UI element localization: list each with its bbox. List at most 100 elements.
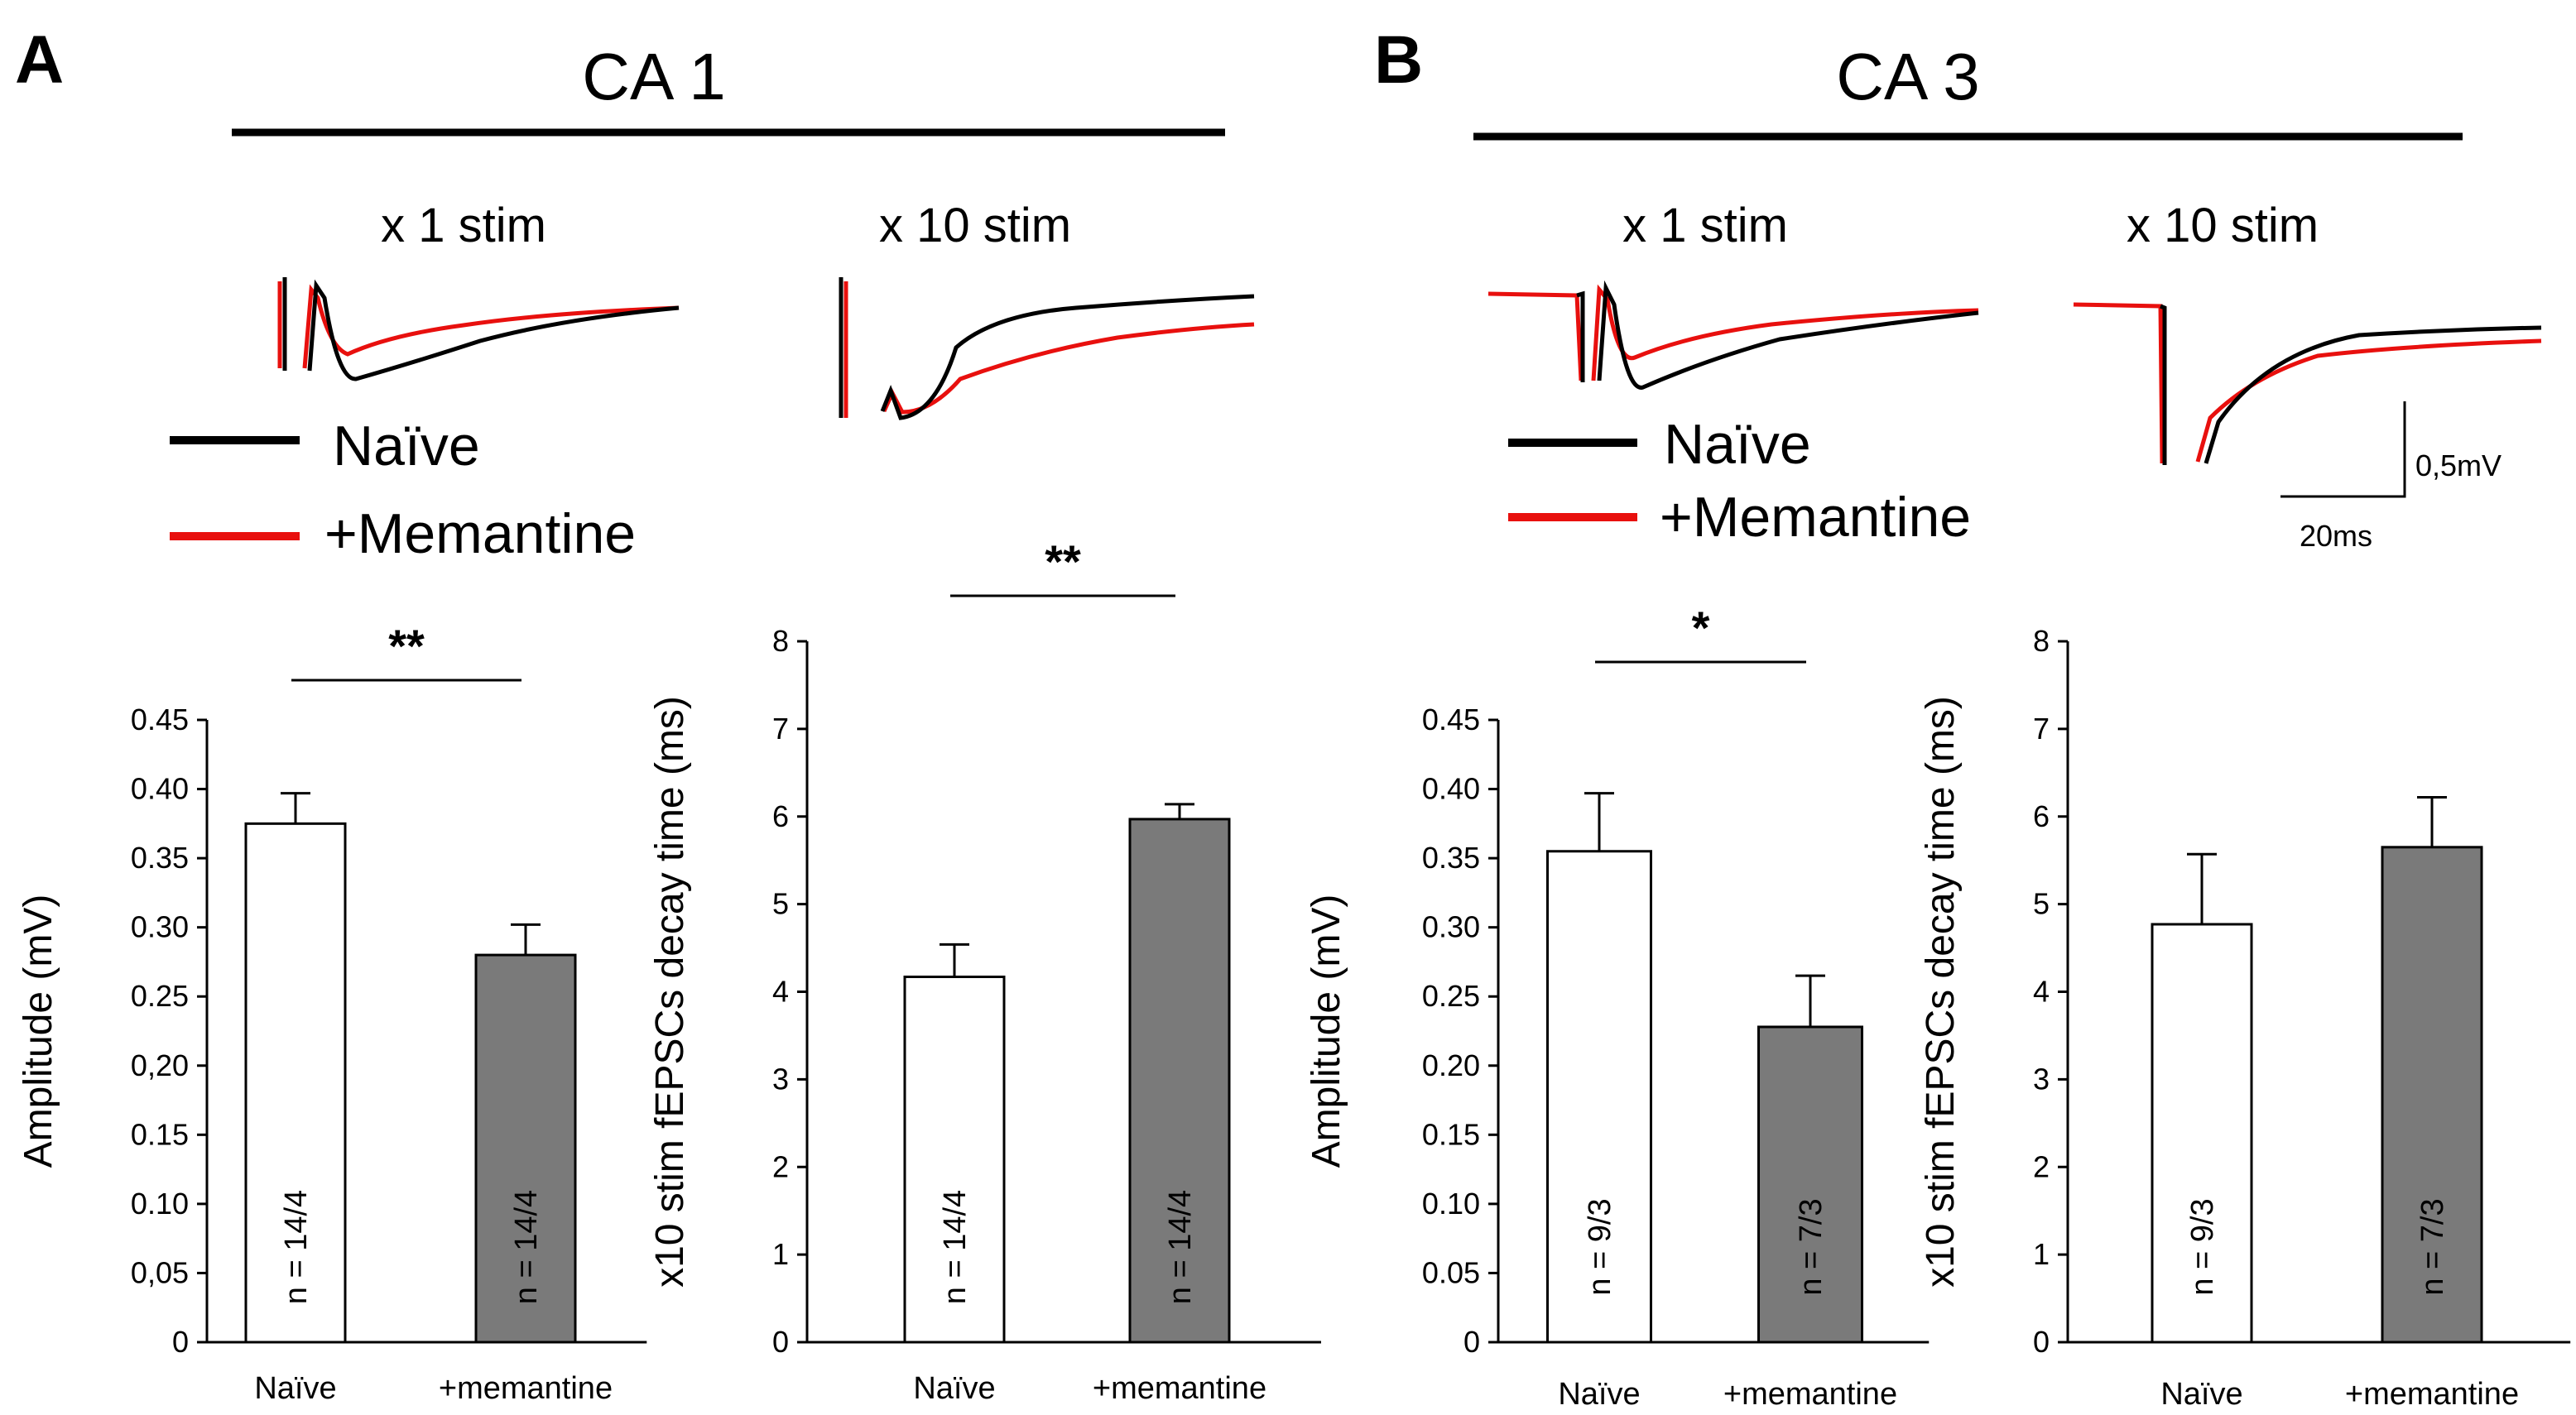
bar xyxy=(1757,1025,1863,1344)
y-tick-label: 0.40 xyxy=(131,772,189,806)
y-tick-label: 0.20 xyxy=(1422,1048,1480,1082)
y-tick-label: 0.45 xyxy=(131,703,189,736)
y-tick-label: 7 xyxy=(772,712,789,746)
x-category-label: +memantine xyxy=(2345,1377,2519,1412)
y-tick-label: 0 xyxy=(772,1325,789,1359)
x-category-label: +memantine xyxy=(1093,1371,1266,1406)
y-tick-label: 4 xyxy=(772,975,789,1009)
y-tick-label: 0.25 xyxy=(1422,979,1480,1013)
region-title-b: CA 3 xyxy=(1836,40,1979,113)
legend-label-naive-a: Naïve xyxy=(333,415,480,477)
bar-chart-b-decay: 0 1 2 3 4 5 6 7 8 x10 stim fEPSCs decay time (ms)… xyxy=(1919,624,2571,1412)
bar-chart-b-amplitude: 0 0.05 0.10 0.15 0.20 0.25 0.30 0.35 0.40 0.45 Amp… xyxy=(1305,602,1930,1412)
bar xyxy=(1128,818,1231,1344)
scale-bar-time-label: 20ms xyxy=(2300,519,2372,553)
bar-n-label: n = 14/4 xyxy=(509,1190,544,1304)
y-tick-label: 0.10 xyxy=(131,1187,189,1221)
y-tick-label: 8 xyxy=(2033,624,2050,658)
bar xyxy=(244,822,347,1344)
y-tick-label: 0,20 xyxy=(131,1048,189,1082)
region-title-a: CA 1 xyxy=(582,40,725,113)
scale-bar xyxy=(2280,401,2406,498)
y-tick-label: 4 xyxy=(2033,975,2050,1009)
x-category-label: Naïve xyxy=(913,1371,995,1406)
y-tick-label: 0 xyxy=(1463,1325,1480,1359)
significance-marker: ** xyxy=(1045,535,1081,588)
y-tick-label: 0.35 xyxy=(131,841,189,875)
y-axis-label: x10 stim fEPSCs decay time (ms) xyxy=(648,696,692,1288)
significance-marker: ** xyxy=(388,620,425,672)
y-tick-label: 2 xyxy=(772,1149,789,1183)
panel-letter-a: A xyxy=(15,22,64,98)
y-tick-label: 0.25 xyxy=(131,979,189,1013)
x-category-label: +memantine xyxy=(439,1371,613,1406)
trace-naive-a-1 xyxy=(282,277,680,381)
y-tick-label: 0.45 xyxy=(1422,703,1480,736)
y-tick-label: 6 xyxy=(772,799,789,833)
bar-n-label: n = 14/4 xyxy=(1163,1190,1198,1304)
y-tick-label: 0.30 xyxy=(131,910,189,944)
y-tick-label: 7 xyxy=(2033,712,2050,746)
y-tick-label: 0.05 xyxy=(1422,1255,1480,1289)
y-tick-label: 0.10 xyxy=(1422,1187,1480,1221)
stim-label-a-10: x 10 stim xyxy=(879,199,1071,252)
stim-label-b-1: x 1 stim xyxy=(1622,199,1788,252)
trace-naive-b-1 xyxy=(1576,280,1979,390)
y-tick-label: 8 xyxy=(772,624,789,658)
y-tick-label: 6 xyxy=(2033,799,2050,833)
stim-label-b-10: x 10 stim xyxy=(2127,199,2319,252)
scale-bar-voltage-label: 0,5mV xyxy=(2415,448,2502,482)
trace-group-a-1 xyxy=(277,277,680,381)
legend-label-memantine-b: +Memantine xyxy=(1660,486,1971,549)
y-tick-label: 0 xyxy=(2033,1325,2050,1359)
trace-memantine-a-1 xyxy=(277,281,680,369)
trace-naive-a-10 xyxy=(839,277,1255,420)
y-tick-label: 0.40 xyxy=(1422,772,1480,806)
y-tick-label: 2 xyxy=(2033,1149,2050,1183)
significance-marker: * xyxy=(1692,602,1710,654)
y-tick-label: 0,05 xyxy=(131,1255,189,1289)
y-tick-label: 1 xyxy=(772,1237,789,1271)
trace-memantine-b-1 xyxy=(1487,284,1979,381)
bar-chart-a-decay: 0 1 2 3 4 5 6 7 8 x10 stim fEPSCs decay time (ms)… xyxy=(648,535,1321,1406)
y-tick-label: 0.35 xyxy=(1422,841,1480,875)
x-category-label: Naïve xyxy=(2160,1377,2242,1412)
y-tick-label: 3 xyxy=(2033,1062,2050,1096)
bar xyxy=(2381,846,2483,1344)
y-tick-label: 0.15 xyxy=(131,1117,189,1151)
stim-label-a-1: x 1 stim xyxy=(381,199,546,252)
trace-group-b-1 xyxy=(1487,280,1979,390)
y-tick-label: 5 xyxy=(772,887,789,921)
y-tick-label: 5 xyxy=(2033,887,2050,921)
legend-label-memantine-a: +Memantine xyxy=(324,502,636,565)
bar-n-label: n = 14/4 xyxy=(938,1190,973,1304)
bar-n-label: n = 7/3 xyxy=(2415,1198,2450,1295)
x-category-label: Naïve xyxy=(1558,1377,1640,1412)
x-category-label: Naïve xyxy=(254,1371,336,1406)
x-category-label: +memantine xyxy=(1723,1377,1897,1412)
trace-group-b-10 xyxy=(2073,302,2542,465)
trace-group-a-10 xyxy=(839,277,1255,420)
y-axis-label: x10 stim fEPSCs decay time (ms) xyxy=(1919,696,1963,1288)
bar-n-label: n = 9/3 xyxy=(2185,1198,2220,1295)
bar-n-label: n = 9/3 xyxy=(1583,1198,1617,1295)
panel-letter-b: B xyxy=(1374,22,1423,98)
y-axis-label: Amplitude (mV) xyxy=(17,895,60,1168)
y-tick-label: 3 xyxy=(772,1062,789,1096)
trace-naive-b-10 xyxy=(2160,304,2542,465)
bar xyxy=(2151,923,2253,1344)
bar xyxy=(903,976,1006,1344)
legend-label-naive-b: Naïve xyxy=(1664,413,1811,476)
bar xyxy=(474,953,577,1344)
y-axis-label: Amplitude (mV) xyxy=(1305,895,1348,1168)
bar-chart-a-amplitude: 0 0,05 0.10 0.15 0,20 0.25 0.30 0.35 0.40 0.45 Amp… xyxy=(17,620,647,1406)
bar-n-label: n = 7/3 xyxy=(1794,1198,1829,1295)
y-tick-label: 0 xyxy=(172,1325,189,1359)
bar-n-label: n = 14/4 xyxy=(279,1190,314,1304)
y-tick-label: 0.30 xyxy=(1422,910,1480,944)
y-tick-label: 1 xyxy=(2033,1237,2050,1271)
trace-memantine-a-10 xyxy=(843,281,1255,418)
bar xyxy=(1546,850,1652,1344)
y-tick-label: 0.15 xyxy=(1422,1117,1480,1151)
